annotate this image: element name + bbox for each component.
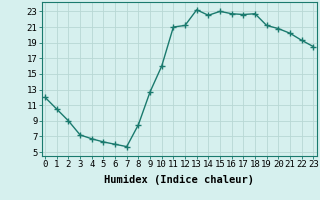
X-axis label: Humidex (Indice chaleur): Humidex (Indice chaleur) bbox=[104, 175, 254, 185]
